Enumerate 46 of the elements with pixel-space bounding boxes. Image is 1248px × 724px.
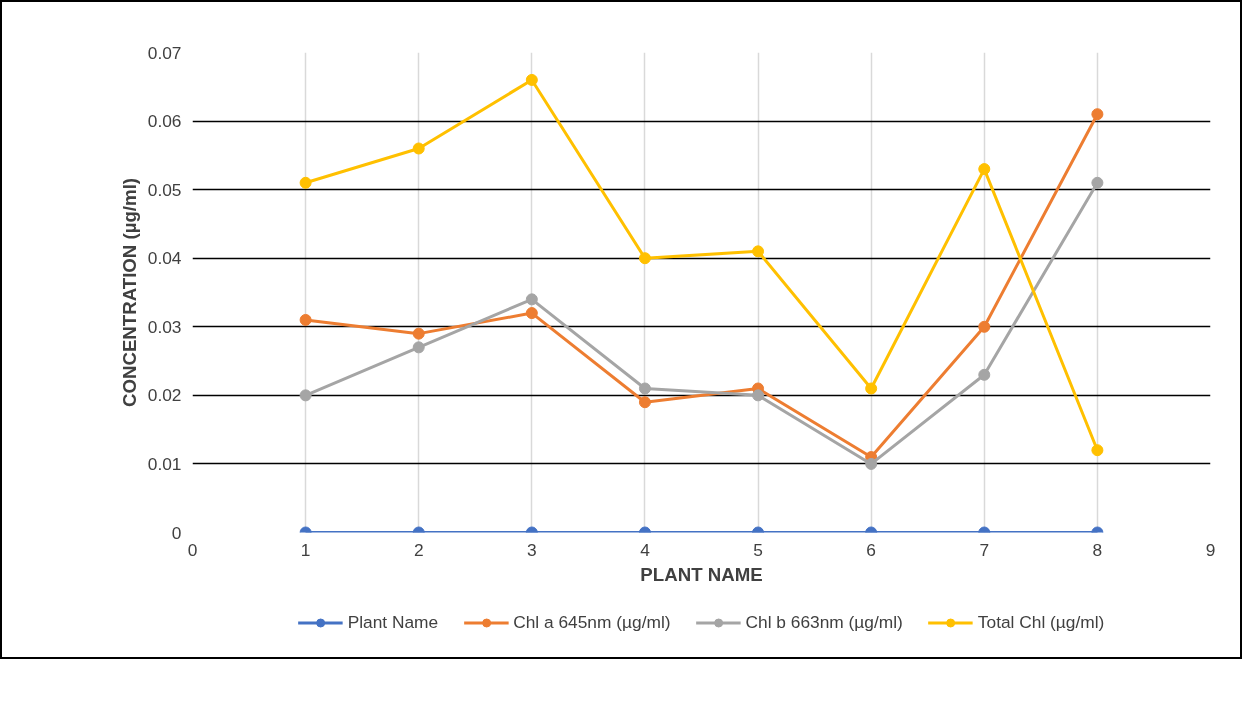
x-tick-label: 8 <box>1092 539 1103 560</box>
point <box>525 73 538 86</box>
point <box>299 176 312 189</box>
point <box>1091 108 1104 121</box>
y-tick-label: 0.01 <box>147 453 182 474</box>
x-axis-title: PLANT NAME <box>640 563 763 585</box>
x-tick-label: 2 <box>413 539 424 560</box>
y-tick-label: 0.03 <box>147 316 182 337</box>
point <box>752 389 765 402</box>
x-tick-label: 4 <box>640 539 651 560</box>
x-tick-label: 5 <box>753 539 763 560</box>
point <box>865 382 878 395</box>
legend-label: Plant Name <box>347 611 439 633</box>
x-tick-label: 9 <box>1205 539 1216 560</box>
point <box>412 142 425 155</box>
point <box>865 457 878 470</box>
y-tick-label: 0.02 <box>147 385 182 406</box>
x-tick-label: 7 <box>979 539 990 560</box>
point <box>299 389 312 402</box>
y-tick-label: 0.06 <box>147 111 182 132</box>
x-tick-label: 0 <box>187 539 198 560</box>
x-tick-label: 1 <box>300 539 311 560</box>
point <box>638 396 651 409</box>
y-tick-label: 0 <box>171 522 182 543</box>
point <box>978 320 991 333</box>
point <box>978 368 991 381</box>
point <box>412 341 425 354</box>
y-axis-title: CONCENTRATION (µg/ml) <box>118 177 140 408</box>
point <box>638 252 651 265</box>
point <box>752 245 765 258</box>
x-tick-label: 3 <box>527 539 537 560</box>
legend-label: Chl a 645nm (µg/ml) <box>513 611 671 633</box>
point <box>412 327 425 340</box>
point <box>1091 176 1104 189</box>
point <box>1091 444 1104 457</box>
point <box>299 313 312 326</box>
x-tick-label: 6 <box>866 539 876 560</box>
legend-label: Total Chl (µg/ml) <box>977 611 1105 633</box>
y-tick-label: 0.05 <box>147 179 182 200</box>
point <box>525 307 538 320</box>
y-tick-label: 0.07 <box>147 42 182 63</box>
y-tick-label: 0.04 <box>147 248 182 269</box>
point <box>638 382 651 395</box>
point <box>978 163 991 176</box>
legend-label: Chl b 663nm (µg/ml) <box>745 611 903 633</box>
point <box>525 293 538 306</box>
